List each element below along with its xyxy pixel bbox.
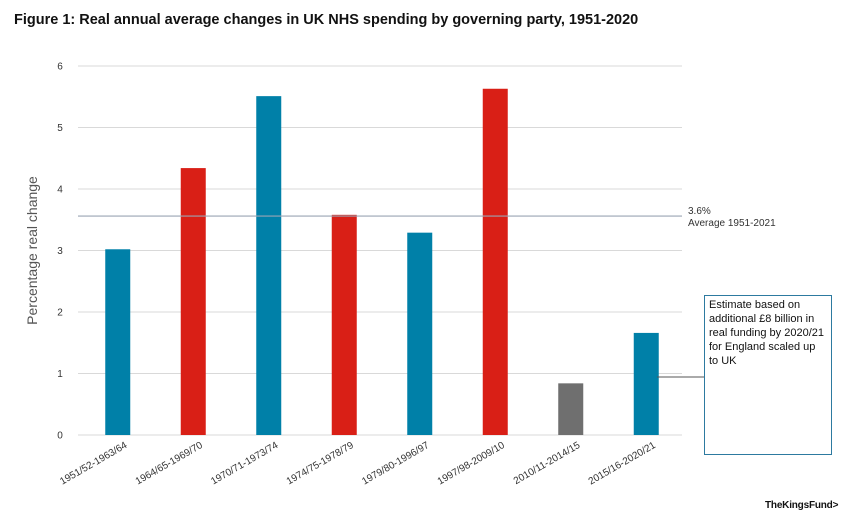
bar	[407, 232, 433, 435]
x-tick-label: 2015/16-2020/21	[587, 440, 658, 488]
bar	[180, 168, 206, 435]
average-label: Average 1951-2021	[688, 218, 776, 229]
y-tick-label: 3	[57, 246, 63, 257]
gridlines	[78, 65, 682, 436]
y-tick-label: 2	[57, 308, 63, 319]
y-axis-ticks: 0 1 2 3 4 5 6	[57, 62, 63, 442]
x-tick-label: 2010/11-2014/15	[512, 440, 583, 487]
x-tick-label: 1979/80-1996/97	[360, 440, 431, 488]
y-tick-label: 1	[57, 369, 63, 380]
x-tick-label: 1951/52-1963/64	[58, 440, 129, 488]
bar	[256, 96, 282, 435]
bar	[331, 214, 357, 435]
average-value-label: 3.6%	[688, 206, 711, 217]
kings-fund-logo: TheKingsFund>	[765, 500, 839, 511]
x-tick-label: 1997/98-2009/10	[436, 440, 507, 488]
annotation-box: Estimate based on additional £8 billion …	[704, 295, 832, 455]
bar	[633, 332, 659, 435]
bar	[558, 383, 584, 435]
x-tick-label: 1974/75-1978/79	[285, 440, 356, 488]
chart-title: Figure 1: Real annual average changes in…	[14, 12, 639, 28]
y-axis-label: Percentage real change	[24, 176, 40, 325]
x-axis-ticks: 1951/52-1963/64 1964/65-1969/70 1970/71-19…	[58, 440, 658, 488]
y-tick-label: 5	[57, 123, 63, 134]
bar	[482, 88, 508, 435]
x-tick-label: 1970/71-1973/74	[209, 440, 280, 488]
y-tick-label: 0	[57, 431, 63, 442]
bars	[105, 88, 659, 435]
x-tick-label: 1964/65-1969/70	[134, 440, 205, 488]
bar	[105, 249, 131, 435]
y-tick-label: 6	[57, 62, 63, 73]
y-tick-label: 4	[57, 185, 63, 196]
